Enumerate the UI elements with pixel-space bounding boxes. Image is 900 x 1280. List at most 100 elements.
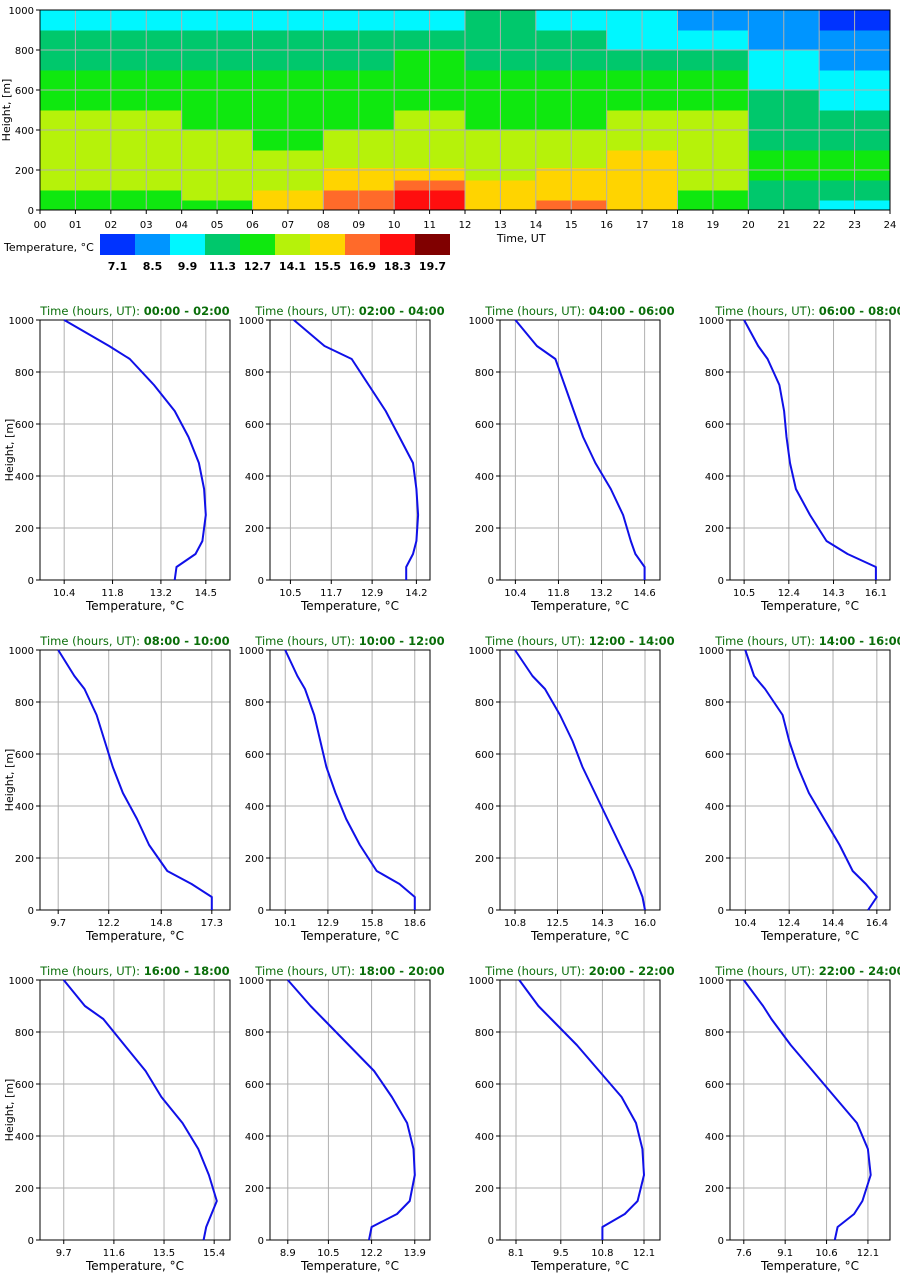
profile-y-tick-label: 800 [245, 698, 264, 709]
profile-title-prefix: Time (hours, UT): [484, 304, 588, 318]
profile-title: Time (hours, UT): 04:00 - 06:00 [484, 304, 674, 318]
profile-x-tick-label: 10.5 [317, 1248, 339, 1259]
profile-x-tick-label: 13.2 [590, 588, 612, 599]
profile-x-tick-label: 16.4 [866, 918, 888, 929]
profile-x-tick-label: 14.2 [405, 588, 427, 599]
heatmap-y-axis-label: Height, [m] [0, 79, 13, 142]
profile-x-tick-label: 16.0 [634, 918, 656, 929]
heatmap-x-tick-label: 23 [848, 220, 861, 231]
profile-y-axis-label: Height, [m] [3, 1079, 16, 1142]
profile-x-axis-label: Temperature, °C [760, 1259, 859, 1273]
profile-title-range: 18:00 - 20:00 [359, 964, 445, 978]
heatmap-x-tick-label: 08 [317, 220, 330, 231]
profile-frame [39, 319, 231, 581]
profile-y-tick-label: 400 [15, 1132, 34, 1143]
profile-x-tick-label: 9.1 [777, 1248, 793, 1259]
profile-x-axis-label: Temperature, °C [300, 929, 399, 943]
profile-frame [729, 979, 891, 1241]
colorbar-label: Temperature, °C [3, 241, 94, 254]
profile-line [514, 319, 646, 580]
profile-y-tick-label: 1000 [699, 316, 724, 327]
profile-y-tick-label: 800 [15, 1028, 34, 1039]
heatmap-x-tick-label: 16 [600, 220, 613, 231]
profile-y-tick-label: 400 [475, 802, 494, 813]
profile-x-tick-label: 10.5 [733, 588, 755, 599]
profile-frame [269, 979, 431, 1241]
profile-title: Time (hours, UT): 00:00 - 02:00 [39, 304, 229, 318]
profile-title-prefix: Time (hours, UT): [39, 964, 143, 978]
profile-y-tick-label: 200 [475, 854, 494, 865]
profile-x-tick-label: 12.4 [778, 918, 800, 929]
colorbar-swatch [240, 234, 275, 255]
heatmap-x-tick-label: 24 [884, 220, 897, 231]
profile-x-tick-label: 14.3 [591, 918, 613, 929]
profile-title-range: 06:00 - 08:00 [819, 304, 900, 318]
profile-title-range: 08:00 - 10:00 [144, 634, 230, 648]
profile-y-tick-label: 1000 [469, 316, 494, 327]
profile-y-tick-label: 0 [258, 576, 264, 587]
profile-line [293, 319, 420, 580]
colorbar-value: 9.9 [178, 260, 198, 273]
profile-line [62, 979, 218, 1241]
profile-y-tick-label: 400 [245, 472, 264, 483]
profile-x-tick-label: 14.3 [822, 588, 844, 599]
profile-x-tick-label: 12.4 [778, 588, 800, 599]
profile-y-tick-label: 1000 [469, 646, 494, 657]
heatmap-x-axis-label: Time, UT [496, 232, 546, 245]
colorbar-swatch [415, 234, 450, 255]
profile-y-tick-label: 400 [245, 802, 264, 813]
profile-title-range: 22:00 - 24:00 [819, 964, 900, 978]
profile-line [284, 649, 416, 910]
heatmap-x-tick-label: 19 [707, 220, 720, 231]
profile-title: Time (hours, UT): 06:00 - 08:00 [714, 304, 900, 318]
profile-y-tick-label: 800 [705, 368, 724, 379]
colorbar-swatch [170, 234, 205, 255]
profile-title: Time (hours, UT): 20:00 - 22:00 [484, 964, 674, 978]
profile-x-tick-label: 14.6 [633, 588, 655, 599]
profile-y-tick-label: 400 [475, 1132, 494, 1143]
colorbar-value: 18.3 [384, 260, 411, 273]
profile-y-tick-label: 0 [718, 906, 724, 917]
profile-title: Time (hours, UT): 08:00 - 10:00 [39, 634, 229, 648]
profile-y-tick-label: 0 [488, 906, 494, 917]
profile-x-axis-label: Temperature, °C [85, 1259, 184, 1273]
profile-y-tick-label: 1000 [239, 646, 264, 657]
heatmap-y-tick-label: 400 [15, 126, 34, 137]
profile-title-range: 14:00 - 16:00 [819, 634, 900, 648]
profile-y-tick-label: 600 [15, 750, 34, 761]
profile-y-tick-label: 800 [15, 698, 34, 709]
colorbar-value: 11.3 [209, 260, 236, 273]
profile-x-tick-label: 9.5 [553, 1248, 569, 1259]
profile-title-prefix: Time (hours, UT): [254, 304, 358, 318]
heatmap-y-tick-label: 600 [15, 86, 34, 97]
profile-x-tick-label: 10.6 [815, 1248, 837, 1259]
profile-y-tick-label: 400 [15, 472, 34, 483]
profile-x-tick-label: 8.9 [280, 1248, 296, 1259]
profile-y-tick-label: 600 [15, 1080, 34, 1091]
profile-panel: 10.5 11.7 12.9 14.2 0 200 400 600 800 1000 Tempera… [239, 304, 445, 613]
profile-x-tick-label: 12.1 [857, 1248, 879, 1259]
profile-x-tick-label: 14.5 [195, 588, 217, 599]
heatmap-x-tick-label: 15 [565, 220, 578, 231]
profile-x-tick-label: 17.3 [201, 918, 223, 929]
profile-y-tick-label: 0 [258, 1236, 264, 1247]
profile-y-tick-label: 600 [705, 420, 724, 431]
profile-y-tick-label: 200 [245, 854, 264, 865]
profile-panel: 10.4 12.4 14.4 16.4 0 200 400 600 800 1000 Tempera… [699, 634, 900, 943]
heatmap-x-tick-label: 03 [140, 220, 153, 231]
colorbar-value: 19.7 [419, 260, 446, 273]
heatmap-x-tick-label: 12 [459, 220, 472, 231]
profile-y-tick-label: 800 [705, 1028, 724, 1039]
profile-title-prefix: Time (hours, UT): [714, 964, 818, 978]
profile-title-prefix: Time (hours, UT): [714, 304, 818, 318]
heatmap-x-tick-label: 11 [423, 220, 436, 231]
profile-line [518, 979, 645, 1240]
profile-panel: 10.1 12.9 15.8 18.6 0 200 400 600 800 1000 Tempera… [239, 634, 445, 943]
profile-x-axis-label: Temperature, °C [760, 599, 859, 613]
profile-y-tick-label: 1000 [699, 646, 724, 657]
profile-x-tick-label: 11.8 [547, 588, 569, 599]
profile-x-axis-label: Temperature, °C [85, 599, 184, 613]
profile-y-tick-label: 800 [475, 698, 494, 709]
profile-frame [39, 979, 231, 1241]
